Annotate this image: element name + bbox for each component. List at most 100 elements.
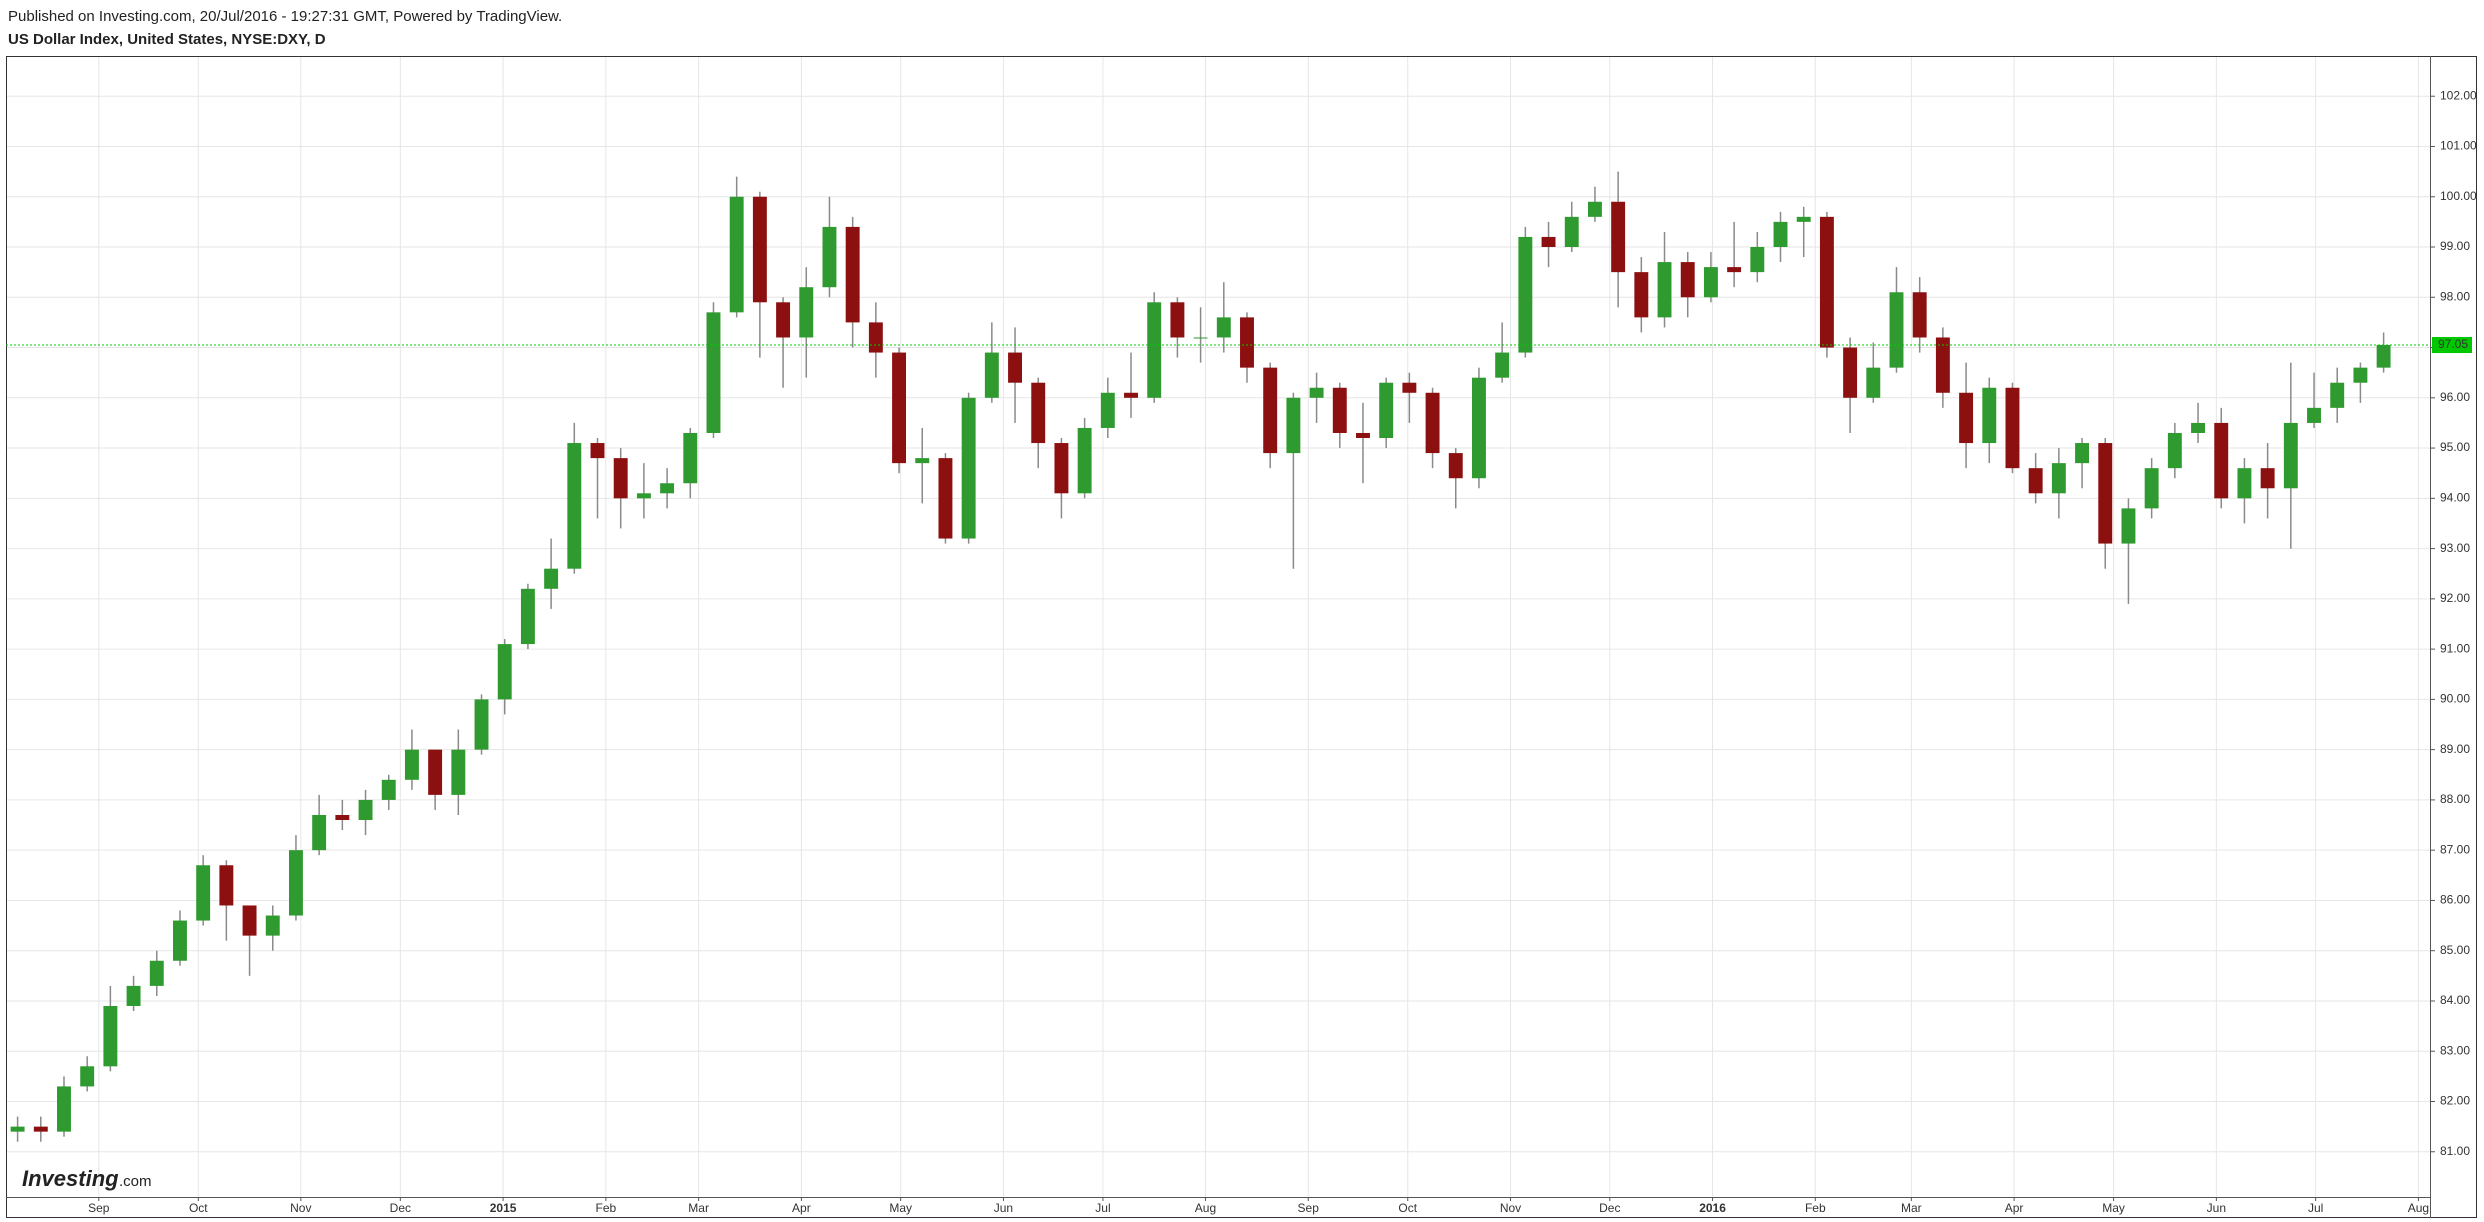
x-tick-label: Sep	[1298, 1201, 1320, 1215]
candle-body	[1216, 317, 1231, 338]
y-tick-label: 84.00	[2440, 993, 2470, 1007]
candle-body	[1703, 267, 1718, 298]
x-tick-label: Sep	[88, 1201, 110, 1215]
y-tick-label: 100.00	[2440, 189, 2477, 203]
x-tick-label: Feb	[596, 1201, 617, 1215]
candle-body	[1773, 221, 1788, 248]
candle-body	[288, 850, 303, 916]
x-tick-label: Feb	[1805, 1201, 1826, 1215]
candle-body	[497, 644, 512, 700]
candle-body	[196, 865, 211, 921]
candle-body	[1170, 302, 1185, 338]
candle-body	[219, 865, 234, 906]
candle-body	[544, 568, 559, 589]
candle-body	[1819, 216, 1834, 348]
candle-body	[822, 226, 837, 288]
x-tick-label: Jul	[2308, 1201, 2323, 1215]
candle-body	[1564, 216, 1579, 248]
candle-body	[2075, 443, 2090, 464]
candle-body	[1309, 387, 1324, 398]
candle-body	[1541, 236, 1556, 248]
candle-body	[1147, 302, 1162, 398]
candle-body	[1425, 392, 1440, 454]
candle-body	[984, 352, 999, 398]
candle-body	[1193, 337, 1208, 339]
candle-body	[636, 493, 651, 499]
y-tick-label: 95.00	[2440, 440, 2470, 454]
candle-body	[428, 749, 443, 795]
x-tick-label: Nov	[290, 1201, 311, 1215]
candle-body	[2051, 463, 2066, 494]
x-tick-label: Oct	[189, 1201, 208, 1215]
candle-body	[1634, 272, 1649, 318]
candle-body	[2260, 468, 2275, 489]
candle-body	[915, 458, 930, 464]
candle-body	[1240, 317, 1254, 368]
candle-body	[1379, 382, 1394, 439]
y-tick-label: 85.00	[2440, 943, 2470, 957]
logo-brand: Investing	[22, 1166, 119, 1191]
candle-body	[1100, 392, 1115, 428]
candle-body	[590, 443, 605, 459]
candle-body	[613, 458, 628, 499]
candle-body	[312, 814, 327, 851]
candle-body	[776, 302, 791, 338]
candle-body	[1518, 236, 1533, 353]
x-tick-label: Oct	[1398, 1201, 1417, 1215]
candle-body	[706, 312, 721, 433]
candle-body	[683, 432, 698, 484]
candle-body	[1843, 347, 1858, 398]
candle-body	[2144, 468, 2159, 509]
y-tick-label: 88.00	[2440, 792, 2470, 806]
candle-body	[1448, 453, 1463, 479]
candle-body	[729, 196, 744, 313]
x-tick-label: Mar	[688, 1201, 709, 1215]
candle-body	[1680, 262, 1695, 298]
candle-body	[1471, 377, 1486, 479]
candle-body	[173, 920, 187, 961]
candle-body	[2283, 422, 2298, 489]
candle-body	[1124, 392, 1138, 398]
y-tick-label: 82.00	[2440, 1094, 2470, 1108]
chart-frame	[6, 56, 2477, 1218]
x-tick-label: 2016	[1699, 1201, 1726, 1215]
last-price-label: 97.05	[2438, 337, 2468, 351]
y-tick-label: 102.00	[2440, 88, 2477, 102]
candle-body	[1657, 262, 1672, 318]
y-tick-label: 92.00	[2440, 591, 2470, 605]
candle-body	[404, 749, 419, 780]
candle-body	[2005, 387, 2020, 469]
candle-body	[2214, 422, 2229, 499]
y-tick-label: 90.00	[2440, 692, 2470, 706]
candle-body	[358, 799, 373, 821]
candle-body	[892, 352, 907, 464]
candle-body	[1332, 387, 1347, 433]
candle-body	[2376, 345, 2391, 368]
x-tick-label: 2015	[490, 1201, 517, 1215]
logo: Investing .com	[22, 1166, 152, 1191]
candle-body	[1727, 267, 1742, 273]
candle-body	[1982, 387, 1997, 444]
candle-body	[1866, 367, 1881, 398]
candle-body	[961, 397, 976, 539]
y-tick-label: 87.00	[2440, 842, 2470, 856]
candle-body	[242, 905, 257, 936]
x-tick-label: Jun	[2207, 1201, 2226, 1215]
candle-body	[1286, 397, 1301, 454]
candle-body	[1077, 427, 1092, 494]
published-note: Published on Investing.com, 20/Jul/2016 …	[8, 8, 562, 25]
y-tick-label: 91.00	[2440, 641, 2470, 655]
x-tick-label: Mar	[1901, 1201, 1922, 1215]
candle-body	[1796, 216, 1811, 222]
y-tick-label: 93.00	[2440, 541, 2470, 555]
last-price-tag	[2432, 337, 2472, 354]
candle-body	[1912, 292, 1927, 338]
candle-body	[567, 443, 582, 569]
candle-body	[33, 1126, 48, 1132]
candle-body	[845, 226, 860, 323]
candle-body	[265, 915, 280, 936]
candle-body	[2191, 422, 2205, 433]
candle-body	[381, 779, 396, 800]
x-tick-label: Dec	[1599, 1201, 1620, 1215]
candle-body	[1495, 352, 1510, 378]
